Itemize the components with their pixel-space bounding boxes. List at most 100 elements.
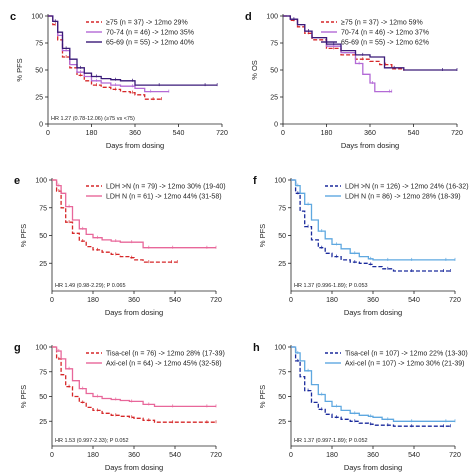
- panel-g: g 25 50 75 100 0 180 360 540 720 Days from dosing%…: [14, 342, 225, 472]
- panel-letter-h: h: [253, 342, 260, 354]
- panel-letter-e: e: [14, 175, 20, 187]
- x-axis-label: Days from dosing: [105, 308, 163, 317]
- y-tick-label: 25: [270, 95, 278, 102]
- legend-entry-3: 65-69 (n = 55) -> 12mo 40%: [106, 40, 194, 47]
- x-tick-label: 540: [408, 297, 420, 304]
- x-axis-label: Days from dosing: [106, 141, 164, 150]
- series-line-2: [291, 346, 455, 422]
- x-tick-label: 0: [289, 452, 293, 459]
- x-tick-label: 0: [50, 297, 54, 304]
- y-tick-label: 25: [39, 419, 47, 426]
- legend-entry-1: ≥75 (n = 37) -> 12mo 29%: [106, 20, 188, 27]
- y-tick-label: 75: [278, 205, 286, 212]
- y-axis-label: % PFS: [19, 385, 28, 408]
- hr-annotation: HR 1.53 (0.997-2.33); P 0.052: [55, 438, 129, 444]
- hr-annotation: HR 1.49 (0.98-2.29); P 0.065: [55, 283, 126, 289]
- y-axis-label: % PFS: [15, 58, 24, 81]
- series-line-1: [52, 346, 216, 423]
- panel-c: c 0 25 50 75 100 0 180 360 540 720 Days from dosing…: [10, 11, 228, 150]
- x-tick-label: 360: [367, 297, 379, 304]
- panel-letter-d: d: [245, 11, 252, 23]
- x-tick-label: 720: [449, 452, 461, 459]
- y-axis-label: % PFS: [19, 224, 28, 247]
- x-tick-label: 360: [129, 130, 141, 137]
- x-tick-label: 360: [367, 452, 379, 459]
- hr-annotation: HR 1.27 (0.78-12.06) (≥75 vs <75): [51, 116, 135, 122]
- x-tick-label: 540: [408, 452, 420, 459]
- legend-entry-1: ≥75 (n = 37) -> 12mo 59%: [341, 20, 423, 27]
- y-tick-label: 100: [35, 178, 47, 185]
- panel-letter-f: f: [253, 175, 257, 187]
- x-tick-label: 360: [364, 130, 376, 137]
- legend-entry-2: 70-74 (n = 46) -> 12mo 37%: [341, 30, 429, 37]
- x-tick-label: 540: [408, 130, 420, 137]
- panel-letter-c: c: [10, 11, 16, 23]
- series-line-2: [291, 179, 455, 261]
- y-tick-label: 25: [278, 419, 286, 426]
- x-tick-label: 360: [128, 297, 140, 304]
- series-line-1: [48, 15, 162, 100]
- x-tick-label: 0: [281, 130, 285, 137]
- y-tick-label: 0: [274, 122, 278, 129]
- series-line-1: [291, 179, 451, 272]
- panel-e: e 25 50 75 100 0 180 360 540 720 Days from dosing%…: [14, 175, 226, 317]
- y-tick-label: 25: [39, 261, 47, 268]
- x-tick-label: 540: [173, 130, 185, 137]
- y-tick-label: 50: [278, 394, 286, 401]
- legend-entry-2: 70-74 (n = 46) -> 12mo 35%: [106, 30, 194, 37]
- y-tick-label: 50: [278, 233, 286, 240]
- y-tick-label: 25: [35, 95, 43, 102]
- legend-entry-2: LDH N (n = 86) -> 12mo 28% (18-39): [345, 194, 461, 201]
- legend-entry-1: Tisa-cel (n = 76) -> 12mo 28% (17-39): [106, 351, 225, 358]
- x-tick-label: 180: [326, 297, 338, 304]
- hr-annotation: HR 1.37 (0.997-1.89); P 0.052: [294, 438, 368, 444]
- y-tick-label: 0: [39, 122, 43, 129]
- series-line-1: [52, 179, 178, 263]
- y-axis-label: % PFS: [258, 385, 267, 408]
- panel-h: h 25 50 75 100 0 180 360 540 720 Days from dosing%…: [253, 342, 468, 472]
- y-axis-label: % PFS: [258, 224, 267, 247]
- hr-annotation: HR 1.37 (0.996-1.89); P 0.053: [294, 283, 368, 289]
- legend-entry-2: LDH N (n = 61) -> 12mo 44% (31-58): [106, 194, 222, 201]
- y-axis-label: % OS: [250, 60, 259, 80]
- y-tick-label: 100: [35, 345, 47, 352]
- y-tick-label: 75: [35, 41, 43, 48]
- x-tick-label: 0: [289, 297, 293, 304]
- x-tick-label: 720: [449, 297, 461, 304]
- x-tick-label: 180: [321, 130, 333, 137]
- y-tick-label: 25: [278, 261, 286, 268]
- x-tick-label: 180: [326, 452, 338, 459]
- legend-entry-3: 65-69 (n = 55) -> 12mo 62%: [341, 40, 429, 47]
- y-tick-label: 100: [31, 14, 43, 21]
- panel-letter-g: g: [14, 342, 21, 354]
- x-tick-label: 180: [86, 130, 98, 137]
- series-line-2: [52, 346, 216, 408]
- x-axis-label: Days from dosing: [105, 463, 163, 472]
- legend-entry-1: LDH >N (n = 126) -> 12mo 24% (16-32): [345, 184, 469, 191]
- x-axis-label: Days from dosing: [344, 463, 402, 472]
- y-tick-label: 100: [274, 345, 286, 352]
- y-tick-label: 50: [39, 233, 47, 240]
- x-tick-label: 360: [128, 452, 140, 459]
- series-line-2: [48, 15, 169, 93]
- y-tick-label: 75: [270, 41, 278, 48]
- x-tick-label: 720: [451, 130, 463, 137]
- series-line-3: [48, 15, 218, 86]
- x-tick-label: 180: [87, 297, 99, 304]
- y-tick-label: 50: [35, 68, 43, 75]
- x-tick-label: 720: [210, 452, 222, 459]
- legend-entry-2: Axi-cel (n = 64) -> 12mo 45% (32-58): [106, 361, 222, 368]
- legend-entry-1: Tisa-cel (n = 107) -> 12mo 22% (13-30): [345, 351, 468, 358]
- y-tick-label: 50: [270, 68, 278, 75]
- y-tick-label: 100: [274, 178, 286, 185]
- x-axis-label: Days from dosing: [341, 141, 399, 150]
- x-tick-label: 720: [210, 297, 222, 304]
- x-axis-label: Days from dosing: [344, 308, 402, 317]
- x-tick-label: 0: [46, 130, 50, 137]
- x-tick-label: 180: [87, 452, 99, 459]
- y-tick-label: 50: [39, 394, 47, 401]
- legend-entry-1: LDH >N (n = 79) -> 12mo 30% (19-40): [106, 184, 226, 191]
- y-tick-label: 100: [266, 14, 278, 21]
- panel-d: d 0 25 50 75 100 0 180 360 540 720 Days from dosing…: [245, 11, 463, 150]
